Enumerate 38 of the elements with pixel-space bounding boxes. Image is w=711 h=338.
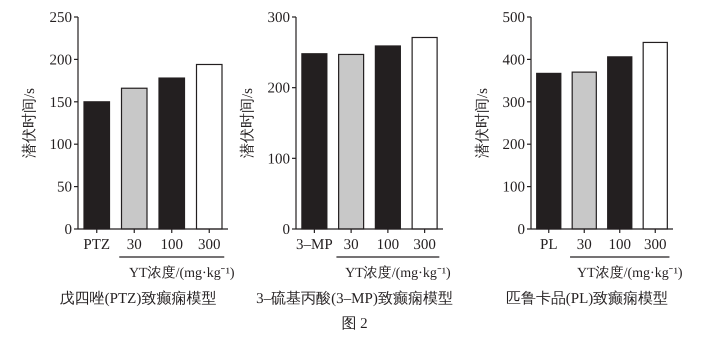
x-tick-label: 30 — [126, 237, 142, 253]
y-tick-label: 250 — [50, 10, 72, 26]
y-tick-label: 100 — [268, 151, 290, 168]
caption: 图 2 — [341, 316, 368, 332]
y-tick-label: 500 — [502, 10, 525, 26]
x-tick-label: 30 — [576, 237, 592, 253]
text: 匹鲁卡品(PL)致癫痫模型 — [506, 290, 668, 307]
y-tick-label: 150 — [50, 94, 72, 111]
y-tick-label: 100 — [50, 137, 72, 154]
x-axis-title: YT浓度/(mg·kg⁻¹) — [128, 265, 235, 281]
x-axis-title: YT浓度/(mg·kg⁻¹) — [345, 265, 452, 281]
x-tick-label: PTZ — [83, 237, 110, 253]
y-tick-label: 0 — [518, 222, 525, 238]
y-tick-label: 200 — [502, 137, 525, 154]
x-tick-label: 300 — [644, 237, 666, 253]
y-axis-title: 潜伏时间/s — [474, 88, 491, 158]
text: 3–硫基丙酸(3–MP)致癫痫模型 — [256, 290, 453, 307]
y-tick-label: 0 — [64, 222, 72, 238]
y-tick-label: 400 — [502, 52, 525, 68]
x-tick-label: 100 — [376, 237, 400, 253]
text: 戊四唑(PTZ)致癫痫模型 — [60, 290, 216, 307]
x-axis-title: YT浓度/(mg·kg⁻¹) — [576, 265, 683, 281]
y-tick-label: 50 — [57, 180, 72, 196]
x-tick-label: 100 — [160, 237, 183, 253]
x-tick-label: 30 — [344, 237, 359, 253]
y-axis-title: 潜伏时间/s — [21, 88, 38, 158]
x-tick-label: 300 — [198, 237, 220, 253]
y-tick-label: 0 — [282, 222, 290, 238]
y-axis-title: 潜伏时间/s — [239, 88, 256, 158]
y-tick-label: 200 — [50, 52, 72, 68]
y-tick-label: 300 — [502, 94, 525, 111]
y-tick-label: 100 — [502, 180, 525, 196]
x-tick-label: 300 — [413, 237, 436, 253]
y-tick-label: 300 — [268, 10, 290, 26]
x-tick-label: 100 — [608, 237, 631, 253]
x-tick-label: 3–MP — [296, 237, 333, 253]
y-tick-label: 200 — [268, 80, 290, 97]
x-tick-label: PL — [540, 237, 558, 253]
